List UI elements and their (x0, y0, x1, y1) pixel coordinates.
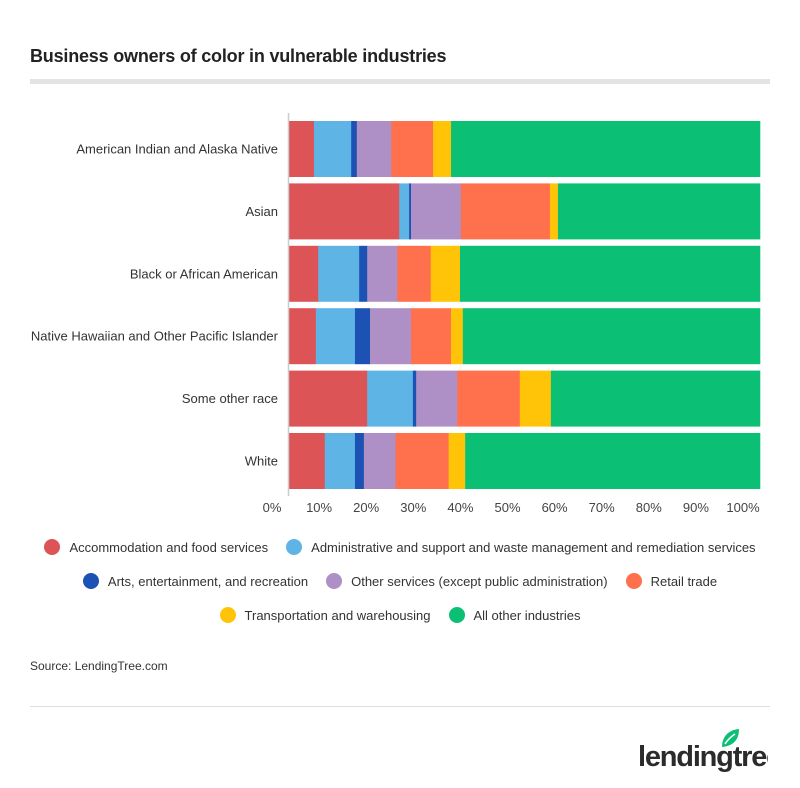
bar-segment (557, 183, 761, 240)
source-note: Source: LendingTree.com (30, 659, 168, 673)
footer-divider (30, 706, 770, 707)
bar-segment (289, 183, 400, 240)
bar-segment (409, 183, 412, 240)
legend-label: Transportation and warehousing (244, 607, 431, 623)
category-label: Some other race (182, 391, 278, 406)
x-tick-label: 70% (589, 500, 615, 515)
legend-item: Arts, entertainment, and recreation (82, 573, 309, 589)
bar-segment (519, 370, 552, 427)
legend-row-3: Transportation and warehousing All other… (0, 607, 800, 623)
bar-segment (363, 433, 396, 489)
legend-swatch (448, 607, 465, 623)
bar-segment (289, 433, 326, 489)
bar-segment (459, 245, 761, 302)
bar-segment (318, 245, 360, 302)
bar-segment (289, 370, 368, 427)
legend-swatch (219, 607, 236, 623)
legend-label: All other industries (473, 607, 581, 623)
bar-segment (549, 183, 559, 240)
title-divider (30, 79, 770, 84)
bar-segment (289, 245, 319, 302)
legend-label: Accommodation and food services (69, 539, 269, 555)
bar-segment (324, 433, 356, 489)
bar-segment (315, 308, 356, 365)
category-label: Native Hawaiian and Other Pacific Island… (31, 329, 279, 344)
bar-segment (359, 245, 368, 302)
lendingtree-logo: lendingtree (638, 728, 783, 778)
chart-title: Business owners of color in vulnerable i… (30, 46, 447, 66)
legend-swatch (625, 573, 642, 589)
legend-row-2: Arts, entertainment, and recreation Othe… (0, 573, 800, 589)
bar-segment (465, 433, 761, 489)
x-tick-label: 0% (263, 500, 282, 515)
x-tick-label: 80% (636, 500, 662, 515)
bar-segment (451, 308, 464, 365)
bar-segment (367, 370, 414, 427)
x-tick-label: 40% (447, 500, 473, 515)
legend-item: Administrative and support and waste man… (286, 539, 756, 555)
legend-item: Accommodation and food services (44, 539, 268, 555)
bar-segment (356, 121, 392, 177)
category-label: Asian (245, 204, 278, 219)
bar-segment (460, 183, 551, 240)
legend-label: Other services (except public administra… (351, 573, 608, 589)
bar-segment (457, 370, 521, 427)
x-tick-label: 20% (353, 500, 379, 515)
bar-segment (289, 121, 315, 177)
bar-segment (351, 121, 358, 177)
category-label: Black or African American (130, 266, 278, 281)
leaf-icon: lendingtree (638, 729, 783, 773)
bar-segment (448, 433, 466, 489)
bar-segment (451, 121, 761, 177)
logo-wordmark: lendingtree (638, 741, 768, 773)
x-tick-label: 50% (494, 500, 520, 515)
x-tick-label: 10% (306, 500, 332, 515)
legend-swatch (326, 573, 343, 589)
category-label: White (245, 454, 278, 469)
x-tick-label: 30% (400, 500, 426, 515)
bar-segment (367, 245, 398, 302)
legend-label: Administrative and support and waste man… (311, 539, 756, 555)
legend-swatch (82, 573, 99, 589)
bar-segment (550, 370, 761, 427)
bar-segment (399, 183, 410, 240)
bar-segment (354, 308, 371, 365)
bar-segment (410, 183, 462, 240)
bar-segment (433, 121, 452, 177)
bar-segment (391, 121, 434, 177)
x-tick-label: 90% (683, 500, 709, 515)
bar-segment (462, 308, 761, 365)
bar-segment (412, 370, 417, 427)
legend-item: Retail trade (625, 573, 718, 589)
category-label: American Indian and Alaska Native (76, 142, 278, 157)
legend-item: Transportation and warehousing (219, 607, 431, 623)
bar-segment (430, 245, 461, 302)
legend-label: Arts, entertainment, and recreation (107, 573, 309, 589)
legend-row-1: Accommodation and food services Administ… (0, 539, 800, 555)
bar-segment (397, 245, 432, 302)
legend-swatch (286, 539, 303, 555)
legend-swatch (44, 539, 61, 555)
legend-label: Retail trade (650, 573, 718, 589)
legend-item: Other services (except public administra… (326, 573, 608, 589)
bar-segment (289, 308, 317, 365)
x-tick-label: 100% (726, 500, 760, 515)
stacked-bar-chart: American Indian and Alaska Native Asian Bl… (31, 113, 761, 515)
legend-item: All other industries (448, 607, 581, 623)
bar-segment (416, 370, 458, 427)
bar-segment (370, 308, 412, 365)
bar-segment (313, 121, 352, 177)
x-tick-label: 60% (542, 500, 568, 515)
bar-segment (354, 433, 365, 489)
bar-segment (395, 433, 449, 489)
bar-segment (410, 308, 452, 365)
